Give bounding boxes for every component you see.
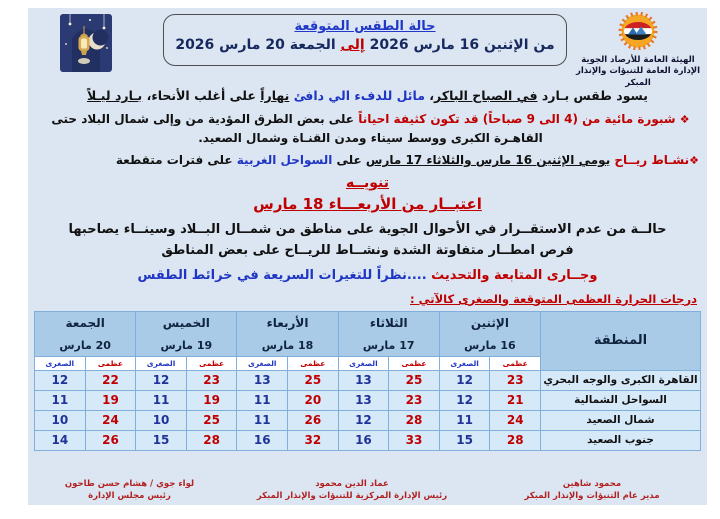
weather-summary-line: يسود طقس بـارد في الصباح الباكر، مائل لل… — [87, 88, 648, 103]
table-row: شمال الصعيد 24 11 28 12 26 11 25 10 24 10 — [34, 409, 701, 431]
min-temp-cell: 13 — [337, 369, 390, 391]
table-day-header-row: المنطقة الإثنين 16 مارس الثلاثاء 17 مارس الأ… — [33, 310, 701, 371]
min-temp-cell: 11 — [135, 389, 187, 411]
min-temp-cell: 12 — [438, 389, 491, 411]
table-caption: درجات الحرارة العظمى المتوقعة والصغرى كا… — [410, 291, 697, 306]
day-header: الثلاثاء 17 مارس — [337, 310, 440, 357]
signature-name: لواء جوي / هشام حسن طاحون — [64, 478, 195, 489]
table-row: السواحل الشمالية 21 12 23 13 20 11 19 11 19 11 — [34, 389, 701, 411]
max-temp-cell: 19 — [84, 389, 137, 411]
region-cell: جنوب الصعيد — [540, 429, 701, 451]
max-label: عظمى — [388, 355, 440, 371]
min-temp-cell: 15 — [438, 429, 491, 451]
min-temp-cell: 15 — [135, 429, 187, 451]
temperature-table: المنطقة الإثنين 16 مارس الثلاثاء 17 مارس الأ… — [33, 310, 701, 451]
min-label: الصغرى — [135, 355, 187, 371]
max-label: عظمى — [489, 355, 541, 371]
signature-name: محمود شاهين — [562, 478, 622, 489]
min-label: الصغرى — [236, 355, 289, 371]
fog-warning-text: شبورة مائية من (4 الى 9 صباحاً) قد تكون … — [51, 112, 676, 146]
max-temp-cell: 28 — [388, 409, 440, 431]
min-temp-cell: 13 — [236, 369, 289, 391]
min-temp-cell: 12 — [135, 369, 187, 391]
max-temp-cell: 26 — [287, 409, 339, 431]
ramadan-lantern-icon — [60, 14, 112, 72]
region-cell: شمال الصعيد — [540, 409, 701, 431]
max-temp-cell: 24 — [489, 409, 541, 431]
max-temp-cell: 33 — [388, 429, 440, 451]
min-label: الصغرى — [34, 355, 86, 371]
region-cell: السواحل الشمالية — [540, 389, 701, 411]
max-label: عظمى — [84, 355, 137, 371]
signatures: محمود شاهين مدير عام التنبؤات والإنذار ا… — [28, 478, 707, 504]
bulletin-page: الهيئة العامة للأرصاد الجوية الإدارة الع… — [28, 8, 707, 505]
region-column-header: المنطقة — [540, 310, 701, 371]
wind-activity-text: نشـاط ريــاح يومي الإثنين 16 مارس والثلا… — [115, 153, 690, 168]
max-temp-cell: 21 — [489, 389, 541, 411]
min-temp-cell: 14 — [34, 429, 86, 451]
max-temp-cell: 23 — [489, 369, 541, 391]
min-temp-cell: 16 — [236, 429, 289, 451]
table-row: القاهرة الكبرى والوجه البحري 23 12 25 13 25 13… — [34, 369, 701, 391]
fog-warning: ❖ شبورة مائية من (4 الى 9 صباحاً) قد تكو… — [42, 110, 699, 148]
min-temp-cell: 10 — [135, 409, 187, 431]
header: الهيئة العامة للأرصاد الجوية الإدارة الع… — [28, 8, 707, 88]
signature-director: محمود شاهين مدير عام التنبؤات والإنذار ا… — [477, 478, 707, 504]
min-temp-cell: 11 — [34, 389, 86, 411]
day-header: الجمعة 20 مارس — [33, 310, 137, 357]
instability-paragraph: حالــة من عدم الاستقــرار في الأحوال الج… — [68, 222, 667, 258]
diamond-bullet-icon: ❖ — [679, 113, 690, 126]
min-label: الصغرى — [438, 355, 491, 371]
monitoring-line: وجــارى المتابعة والتحديث ....نظراً للتغ… — [137, 267, 598, 283]
max-temp-cell: 19 — [185, 389, 238, 411]
max-temp-cell: 28 — [185, 429, 238, 451]
bulletin-title: حالة الطقس المتوقعة — [294, 19, 436, 34]
min-temp-cell: 13 — [337, 389, 390, 411]
min-temp-cell: 12 — [438, 369, 491, 391]
max-temp-cell: 22 — [84, 369, 137, 391]
notice-date-line: اعتبــار من الأربعـــاء 18 مارس — [253, 195, 482, 214]
title-box: حالة الطقس المتوقعة من الإثنين 16 مارس 2… — [163, 14, 567, 66]
diamond-bullet-icon: ❖ — [689, 154, 699, 168]
max-label: عظمى — [185, 355, 238, 371]
max-temp-cell: 24 — [84, 409, 137, 431]
bulletin-date-range: من الإثنين 16 مارس 2026 إلى الجمعة 20 ما… — [175, 37, 555, 53]
signature-title: رئيس الإدارة المركزية للتنبؤات والإنذار … — [256, 491, 448, 502]
max-temp-cell: 25 — [185, 409, 238, 431]
region-cell: القاهرة الكبرى والوجه البحري — [540, 369, 701, 391]
max-temp-cell: 20 — [287, 389, 339, 411]
max-temp-cell: 23 — [185, 369, 238, 391]
min-temp-cell: 10 — [34, 409, 86, 431]
org-name-line1: الهيئة العامة للأرصاد الجوية — [581, 55, 695, 65]
day-header: الخميس 19 مارس — [135, 310, 238, 357]
max-temp-cell: 26 — [84, 429, 137, 451]
min-label: الصغرى — [337, 355, 390, 371]
signature-head-central: عماد الدين محمود رئيس الإدارة المركزية ل… — [227, 478, 477, 504]
max-temp-cell: 32 — [287, 429, 339, 451]
notice-heading: تنويــه — [345, 175, 390, 192]
org-name-line2: الإدارة العامة للتنبؤات والإنذار المبكر — [575, 66, 701, 88]
min-temp-cell: 12 — [34, 369, 86, 391]
min-temp-cell: 16 — [337, 429, 390, 451]
min-temp-cell: 11 — [438, 409, 491, 431]
signature-title: مدير عام التنبؤات والإنذار المبكر — [524, 491, 660, 502]
max-temp-cell: 23 — [388, 389, 440, 411]
authority-block: الهيئة العامة للأرصاد الجوية الإدارة الع… — [571, 11, 705, 89]
signature-title: رئيس مجلس الإدارة — [88, 491, 171, 502]
max-temp-cell: 28 — [489, 429, 541, 451]
authority-logo-icon — [618, 11, 658, 51]
signature-name: عماد الدين محمود — [315, 478, 389, 489]
table-body: القاهرة الكبرى والوجه البحري 23 12 25 13 25 13… — [34, 369, 701, 451]
min-temp-cell: 11 — [236, 409, 289, 431]
max-label: عظمى — [287, 355, 339, 371]
signature-chairman: لواء جوي / هشام حسن طاحون رئيس مجلس الإد… — [32, 478, 227, 504]
wind-activity: ❖نشـاط ريــاح يومي الإثنين 16 مارس والثل… — [36, 153, 699, 167]
day-header: الأربعاء 18 مارس — [236, 310, 339, 357]
max-temp-cell: 25 — [388, 369, 440, 391]
min-temp-cell: 11 — [236, 389, 289, 411]
max-temp-cell: 25 — [287, 369, 339, 391]
day-header: الإثنين 16 مارس — [438, 310, 542, 357]
min-temp-cell: 12 — [337, 409, 390, 431]
table-row: جنوب الصعيد 28 15 33 16 32 16 28 15 26 14 — [34, 429, 701, 451]
